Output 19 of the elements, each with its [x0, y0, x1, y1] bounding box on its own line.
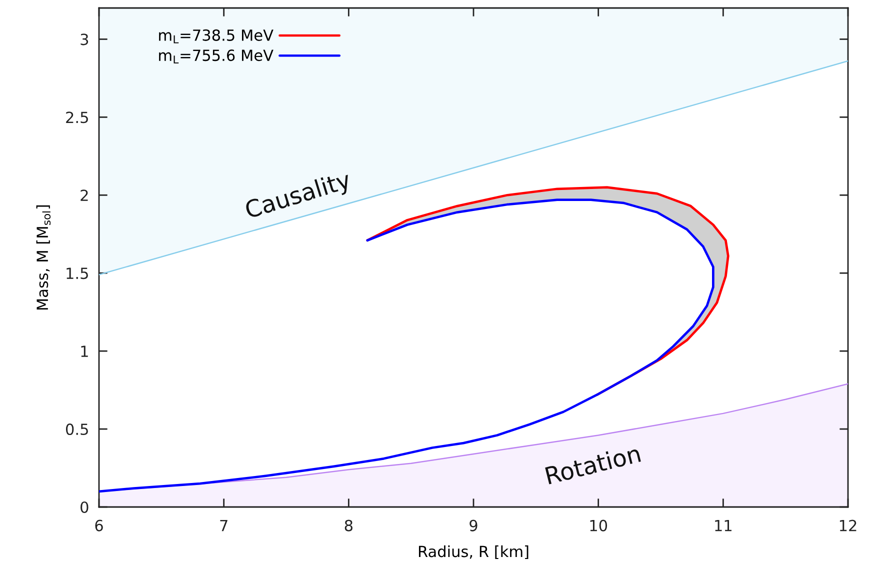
x-tick-label: 9 — [470, 520, 478, 532]
x-tick-label: 11 — [715, 520, 732, 532]
y-tick-label: 2 — [80, 190, 88, 201]
y-tick-label: 2.5 — [66, 112, 88, 124]
legend-label: m$_{L}$=738.5 MeV — [159, 29, 274, 44]
x-tick-label: 10 — [590, 520, 608, 532]
x-axis-title: Radius, R [km] — [418, 545, 528, 560]
x-tick-label: 7 — [220, 520, 228, 532]
y-tick-label: 3 — [80, 34, 88, 46]
y-tick-label: 1.5 — [66, 268, 88, 280]
legend-label: m$_{L}$=755.6 MeV — [159, 50, 274, 64]
y-tick-label: 0 — [80, 501, 88, 514]
y-tick-label: 1 — [81, 346, 88, 357]
x-tick-label: 8 — [344, 520, 352, 532]
y-axis-title: Mass, M [M$_{sol}$] — [36, 205, 51, 310]
annotation: Rotation — [544, 444, 641, 485]
x-tick-label: 6 — [95, 520, 103, 532]
x-tick-label: 12 — [840, 520, 856, 532]
y-tick-label: 0.5 — [66, 423, 88, 436]
